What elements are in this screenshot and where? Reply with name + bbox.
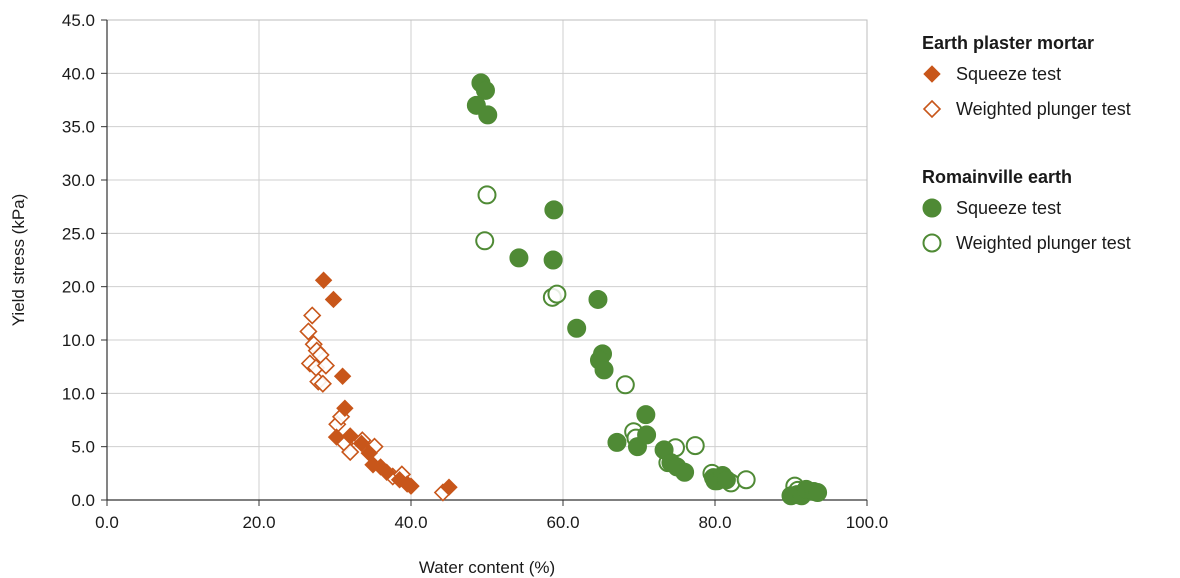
y-tick-label: 10.0 xyxy=(62,331,95,350)
series-diamond-filled xyxy=(314,271,458,496)
legend-marker-earth-plaster-plunger xyxy=(922,99,942,119)
data-point-circle-filled xyxy=(543,250,563,270)
data-point-diamond-open xyxy=(299,322,318,341)
data-point-diamond-open xyxy=(313,374,332,393)
legend-label-romainville-squeeze: Squeeze test xyxy=(956,198,1061,218)
data-point-diamond-filled xyxy=(333,367,352,385)
x-axis-title: Water content (%) xyxy=(419,558,555,577)
legend-marker-diamond-open xyxy=(922,99,942,119)
y-tick-label: 45.0 xyxy=(62,11,95,30)
data-point-diamond-filled xyxy=(341,427,359,445)
data-point-circle-filled xyxy=(675,462,695,482)
y-tick-label: 10.0 xyxy=(62,384,95,403)
legend-group-title-romainville: Romainville earth xyxy=(922,167,1072,187)
legend-marker-diamond-filled xyxy=(923,65,941,83)
data-point-circle-filled xyxy=(636,405,656,425)
legend-label-earth-plaster-plunger: Weighted plunger test xyxy=(956,99,1131,119)
data-point-circle-filled xyxy=(475,80,495,100)
data-point-diamond-filled xyxy=(402,477,420,495)
data-point-circle-filled xyxy=(637,425,657,445)
y-tick-label: 20.0 xyxy=(62,278,95,297)
data-point-diamond-filled xyxy=(364,456,382,474)
legend-label-earth-plaster-squeeze: Squeeze test xyxy=(956,64,1061,84)
y-tick-label: 40.0 xyxy=(62,64,95,83)
x-tick-label: 80.0 xyxy=(698,513,731,532)
legend-marker-romainville-plunger xyxy=(922,233,942,253)
x-tick-label: 100.0 xyxy=(846,513,889,532)
legend-marker-circle-filled xyxy=(922,198,942,218)
data-point-diamond-filled xyxy=(377,463,396,481)
data-point-circle-filled xyxy=(607,432,627,452)
series-circle-filled xyxy=(466,73,828,506)
legend-group-title-earth-plaster: Earth plaster mortar xyxy=(922,33,1094,53)
data-point-circle-filled xyxy=(544,200,564,220)
data-point-diamond-filled xyxy=(324,290,343,309)
axes: 0.0 20.0 40.0 60.0 80.0 100.0 0.0 5.0 10.0 10.0 20… xyxy=(62,11,888,532)
data-point-circle-filled xyxy=(716,470,736,490)
data-point-circle-open xyxy=(475,231,495,251)
data-point-circle-filled xyxy=(588,289,608,309)
data-point-circle-filled xyxy=(567,318,587,338)
x-tick-label: 40.0 xyxy=(394,513,427,532)
data-point-circle-filled xyxy=(509,248,529,268)
x-tick-label: 60.0 xyxy=(546,513,579,532)
data-point-diamond-open xyxy=(341,442,360,462)
data-points xyxy=(299,73,828,506)
data-point-circle-open xyxy=(685,436,705,456)
data-point-circle-open xyxy=(547,284,567,304)
y-tick-label: 25.0 xyxy=(62,224,95,243)
data-point-circle-open xyxy=(615,375,635,395)
data-point-diamond-filled xyxy=(336,399,354,417)
data-point-circle-filled xyxy=(808,483,828,503)
data-point-circle-filled xyxy=(594,360,614,380)
data-point-diamond-filled xyxy=(352,434,371,453)
x-tick-label: 20.0 xyxy=(242,513,275,532)
legend-marker-earth-plaster-squeeze xyxy=(923,65,941,83)
y-tick-label: 0.0 xyxy=(71,491,95,510)
data-point-circle-open xyxy=(477,185,497,205)
legend-marker-romainville-squeeze xyxy=(922,198,942,218)
x-tick-label: 0.0 xyxy=(95,513,119,532)
legend-marker-circle-open xyxy=(922,233,942,253)
y-tick-label: 35.0 xyxy=(62,118,95,137)
y-axis-title: Yield stress (kPa) xyxy=(9,194,28,327)
data-point-diamond-filled xyxy=(440,478,458,496)
series-diamond-open xyxy=(299,306,453,502)
y-tick-label: 5.0 xyxy=(71,438,95,457)
data-point-diamond-open xyxy=(316,356,336,375)
data-point-diamond-filled xyxy=(327,428,346,446)
legend: Earth plaster mortar Squeeze test Weight… xyxy=(922,33,1131,253)
data-point-circle-filled xyxy=(478,105,498,125)
data-point-diamond-filled xyxy=(314,271,333,289)
legend-label-romainville-plunger: Weighted plunger test xyxy=(956,233,1131,253)
data-point-diamond-open xyxy=(303,306,322,325)
data-point-circle-open xyxy=(736,470,756,490)
y-tick-label: 30.0 xyxy=(62,171,95,190)
